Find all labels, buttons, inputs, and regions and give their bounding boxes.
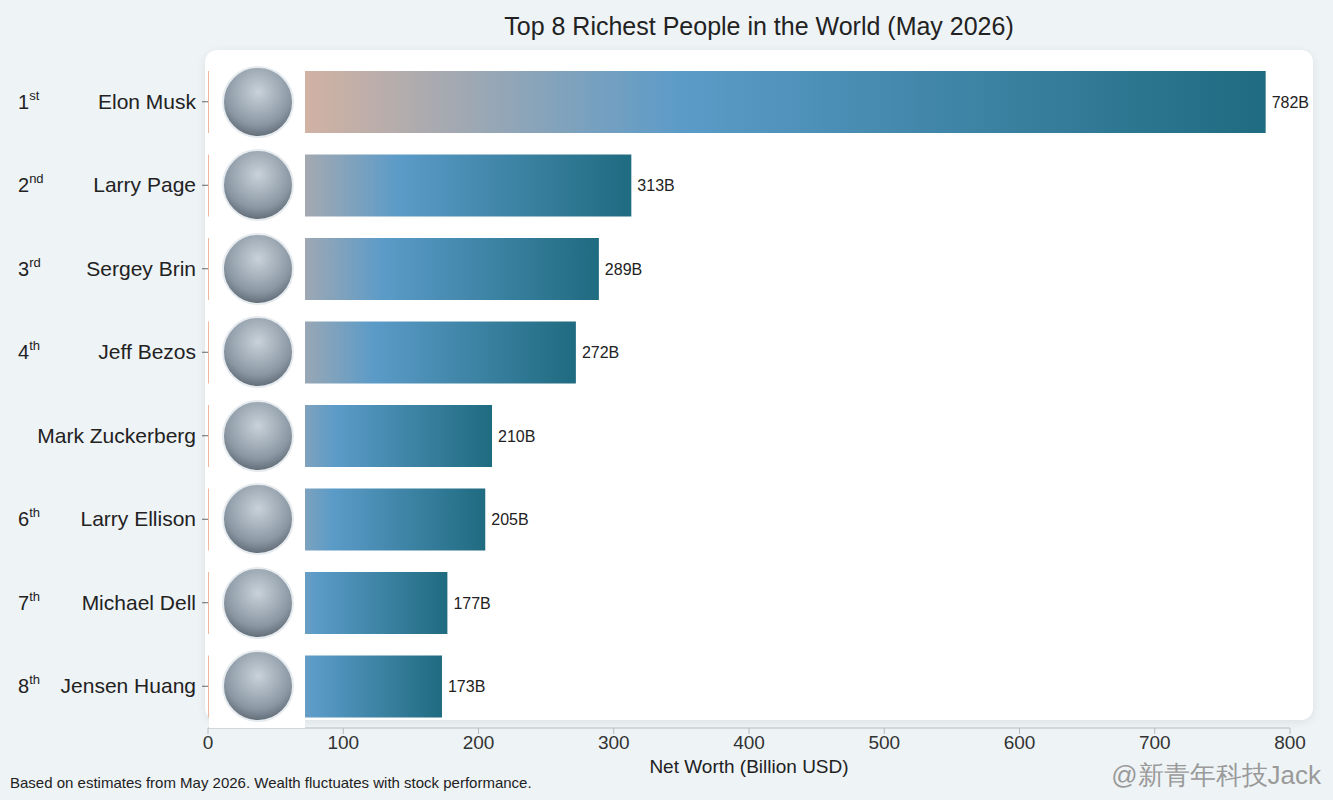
svg-text:Larry Ellison: Larry Ellison [80, 507, 196, 530]
svg-text:100: 100 [327, 732, 359, 753]
svg-text:700: 700 [1139, 732, 1171, 753]
svg-text:782B: 782B [1272, 94, 1309, 111]
svg-text:500: 500 [868, 732, 900, 753]
svg-text:6th: 6th [18, 505, 40, 530]
svg-text:0: 0 [203, 732, 214, 753]
svg-text:289B: 289B [605, 261, 642, 278]
svg-text:1st: 1st [18, 88, 40, 113]
svg-text:600: 600 [1004, 732, 1036, 753]
svg-text:Jeff Bezos: Jeff Bezos [98, 340, 196, 363]
html-text:Net Worth (Billion USD): Net Worth (Billion USD) [649, 756, 849, 777]
svg-text:313B: 313B [637, 177, 674, 194]
svg-text:210B: 210B [498, 428, 535, 445]
html-text:Based on estimates from May 20: Based on estimates from May 2026. Wealth… [10, 774, 532, 791]
svg-text:Michael Dell: Michael Dell [82, 591, 196, 614]
svg-text:4th: 4th [18, 338, 40, 363]
svg-text:173B: 173B [448, 678, 485, 695]
html-text:@新青年科技Jack: @新青年科技Jack [1111, 760, 1321, 790]
svg-text:Elon Musk: Elon Musk [98, 90, 197, 113]
svg-text:272B: 272B [582, 344, 619, 361]
svg-text:400: 400 [733, 732, 765, 753]
svg-text:8th: 8th [18, 672, 40, 697]
svg-text:Mark Zuckerberg: Mark Zuckerberg [37, 424, 196, 447]
svg-text:2nd: 2nd [18, 171, 44, 196]
svg-text:Jensen Huang: Jensen Huang [61, 674, 196, 697]
svg-text:177B: 177B [453, 595, 490, 612]
svg-text:7th: 7th [18, 589, 40, 614]
svg-text:200: 200 [463, 732, 495, 753]
html-text:Top 8 Richest People in the Wo: Top 8 Richest People in the World (May 2… [504, 12, 1014, 40]
svg-text:300: 300 [598, 732, 630, 753]
svg-text:Sergey Brin: Sergey Brin [86, 257, 196, 280]
svg-text:205B: 205B [491, 511, 528, 528]
svg-text:Larry Page: Larry Page [93, 173, 196, 196]
svg-text:800: 800 [1274, 732, 1306, 753]
svg-text:3rd: 3rd [18, 255, 41, 280]
